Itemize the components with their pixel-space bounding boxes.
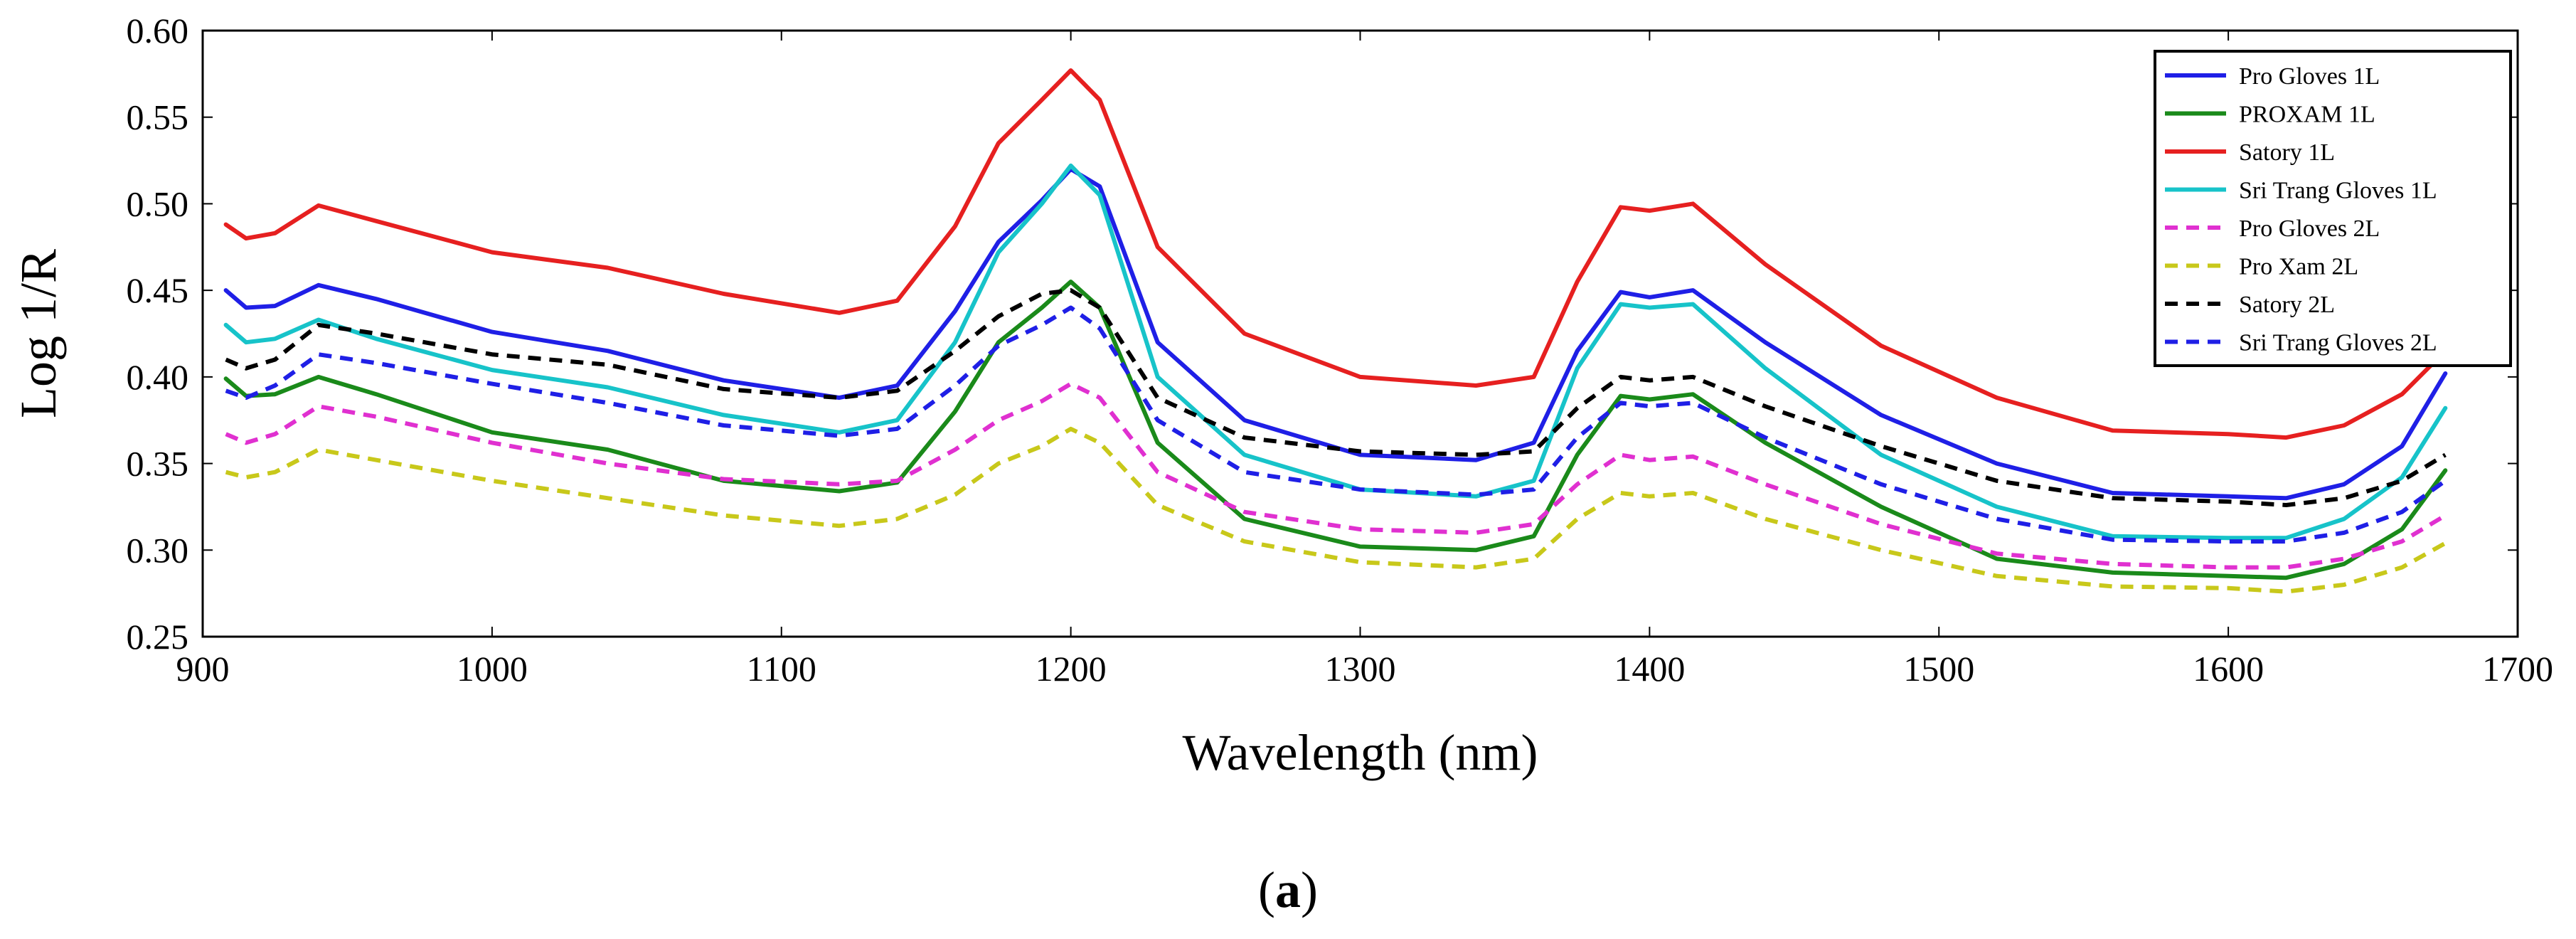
series-line-pro-gloves-2l bbox=[225, 381, 2447, 570]
y-tick-label: 0.60 bbox=[127, 11, 189, 51]
x-axis-title: Wavelength (nm) bbox=[1182, 724, 1538, 781]
y-axis-title: Log 1/R bbox=[10, 249, 67, 418]
x-tick-label: 1600 bbox=[2193, 649, 2264, 689]
y-tick-label: 0.55 bbox=[127, 97, 189, 137]
series-line-pro-gloves-1l bbox=[223, 166, 2448, 501]
caption-label: a bbox=[1275, 861, 1301, 918]
legend-label: Sri Trang Gloves 2L bbox=[2239, 330, 2437, 356]
legend-label: Sri Trang Gloves 1L bbox=[2239, 178, 2437, 204]
legend-label: Pro Gloves 1L bbox=[2239, 63, 2380, 90]
y-tick-label: 0.45 bbox=[127, 270, 189, 310]
x-tick-label: 1400 bbox=[1614, 649, 1685, 689]
series-line-satory-1l bbox=[223, 68, 2448, 440]
y-tick-label: 0.35 bbox=[127, 444, 189, 484]
caption-open-paren: ( bbox=[1258, 861, 1275, 918]
x-tick-label: 1000 bbox=[457, 649, 528, 689]
legend-label: Satory 1L bbox=[2239, 139, 2335, 166]
x-tick-label: 1500 bbox=[1903, 649, 1974, 689]
series-line-proxam-1l bbox=[223, 280, 2448, 580]
x-tick-label: 1100 bbox=[747, 649, 816, 689]
x-tick-label: 1300 bbox=[1325, 649, 1396, 689]
y-tick-label: 0.40 bbox=[127, 357, 189, 397]
series-line-satory-2l bbox=[225, 288, 2447, 507]
y-tick-label: 0.50 bbox=[127, 184, 189, 223]
legend-box bbox=[2154, 50, 2512, 367]
caption-close-paren: ) bbox=[1301, 861, 1318, 918]
legend-label: Pro Gloves 2L bbox=[2239, 216, 2380, 242]
x-tick-label: 900 bbox=[176, 649, 230, 689]
y-tick-label: 0.30 bbox=[127, 530, 189, 570]
x-tick-label: 1200 bbox=[1036, 649, 1107, 689]
x-tick-label: 1700 bbox=[2482, 649, 2553, 689]
legend-label: Satory 2L bbox=[2239, 292, 2335, 318]
series-line-sri-trang-gloves-1l bbox=[223, 163, 2448, 541]
figure-caption: (a) bbox=[0, 861, 2576, 920]
series-line-sri-trang-gloves-2l bbox=[225, 305, 2447, 544]
legend-label: PROXAM 1L bbox=[2239, 102, 2375, 128]
series-line-pro-xam-2l bbox=[225, 426, 2447, 594]
legend-label: Pro Xam 2L bbox=[2239, 254, 2358, 280]
y-tick-label: 0.25 bbox=[127, 617, 189, 657]
